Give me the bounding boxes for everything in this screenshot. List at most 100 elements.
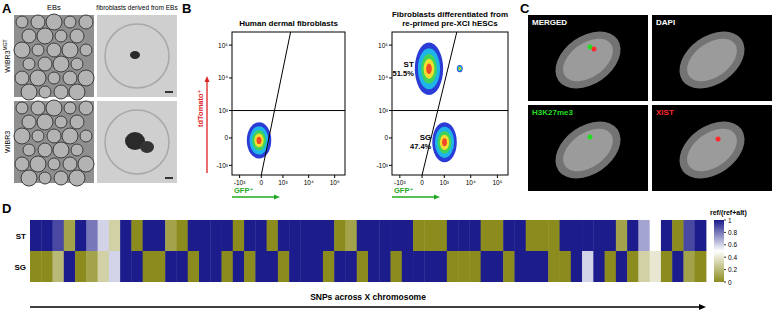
heatmap-cell <box>199 251 211 282</box>
heatmap-cell <box>154 251 166 282</box>
embryoid-body <box>71 58 83 70</box>
scale-bar <box>165 177 173 179</box>
density-contour <box>249 126 268 154</box>
embryoid-body <box>14 42 30 58</box>
heatmap-cell <box>605 220 617 251</box>
colorbar-tick <box>724 282 726 283</box>
heatmap-cell <box>41 251 53 282</box>
xist-focus <box>592 47 597 52</box>
embryoid-body <box>70 115 84 129</box>
density-contour <box>424 59 435 79</box>
heatmap-cell <box>458 220 470 251</box>
heatmap-cell <box>75 220 87 251</box>
heatmap-cell <box>548 251 560 282</box>
heatmap-cell <box>53 220 65 251</box>
heatmap-cell <box>30 220 42 251</box>
heatmap-cell <box>154 220 166 251</box>
y-tick-label: 10⁵ <box>378 42 388 49</box>
gate-line <box>261 32 290 175</box>
heatmap-cell <box>537 220 549 251</box>
x-tick-label: 10⁴ <box>466 179 476 186</box>
heatmap-cell <box>379 251 391 282</box>
heatmap-cell <box>357 220 369 251</box>
nucleus <box>545 20 632 101</box>
heatmap-cell <box>300 220 312 251</box>
heatmap-cell <box>458 251 470 282</box>
density-contour <box>257 137 262 144</box>
density-contour <box>426 64 432 75</box>
heatmap-cell <box>345 220 357 251</box>
density-contour <box>438 131 452 153</box>
colorbar-label: ref/(ref+alt) <box>710 209 747 217</box>
x-tick-label: 10⁵ <box>330 179 340 186</box>
heatmap-cell <box>312 251 324 282</box>
embryoid-body <box>64 102 76 114</box>
x-tick <box>497 175 498 178</box>
heatmap-cell <box>616 251 628 282</box>
heatmap-cell <box>402 220 414 251</box>
heatmap-cell <box>593 220 605 251</box>
heatmap-cell <box>469 220 481 251</box>
y-axis-arrow <box>206 80 207 173</box>
x-axis-label: GFP⁺ <box>234 186 253 195</box>
heatmap-cell <box>492 220 504 251</box>
panel-label: C <box>520 1 530 16</box>
population-name: SG <box>420 133 432 142</box>
y-tick-label: -10³ <box>216 162 228 169</box>
y-tick <box>389 165 392 166</box>
colorbar-tick-label: 1 <box>728 217 732 224</box>
y-tick <box>389 77 392 78</box>
nucleus <box>669 20 756 101</box>
y-tick <box>229 110 232 111</box>
channel-label: XIST <box>656 108 674 117</box>
embryoid-body <box>23 58 35 70</box>
heatmap-cell <box>436 251 448 282</box>
heatmap-cell <box>560 251 572 282</box>
gate-line <box>392 110 508 111</box>
embryoid-body <box>46 100 62 116</box>
colorbar-tick-label: 0.4 <box>728 254 737 261</box>
colorbar-tick-label: 0 <box>728 279 732 286</box>
heatmap-cell <box>86 251 98 282</box>
heatmap-cell <box>233 251 245 282</box>
density-contour <box>459 68 460 69</box>
y-tick-label: 0 <box>224 134 228 141</box>
heatmap-cell <box>537 251 549 282</box>
heatmap-cell <box>323 251 335 282</box>
embryoid-body <box>15 71 29 85</box>
heatmap-cell <box>593 251 605 282</box>
embryoid-body <box>32 130 44 142</box>
x-tick-label: 0 <box>420 179 424 186</box>
heatmap-cell <box>571 251 583 282</box>
population-label: SG47.4% <box>410 133 432 151</box>
x-axis-arrow <box>232 196 276 197</box>
x-axis-arrow <box>392 196 436 197</box>
heatmap-cell <box>627 251 639 282</box>
embryoid-body <box>37 114 53 130</box>
embryoid-body <box>79 101 93 115</box>
y-tick <box>229 77 232 78</box>
row-label: WIBR3 <box>4 131 11 153</box>
heatmap-cell <box>560 220 572 251</box>
embryoid-body <box>23 144 35 156</box>
heatmap-cell <box>357 251 369 282</box>
heatmap-cell <box>312 220 324 251</box>
embryoid-body <box>22 115 36 129</box>
density-contour <box>252 130 266 150</box>
y-tick <box>389 110 392 111</box>
y-tick-label: 10⁴ <box>218 74 228 81</box>
micrograph <box>652 15 772 101</box>
heatmap-cell <box>571 220 583 251</box>
population <box>247 122 271 158</box>
x-axis-label: SNPs across X chromosome <box>310 292 426 302</box>
heatmap-cell <box>672 220 684 251</box>
embryoid-body <box>31 15 45 29</box>
population <box>415 42 443 95</box>
y-tick-label: 10⁵ <box>218 42 228 49</box>
density-contour <box>435 127 454 158</box>
row-label: WIBR3MGT <box>2 39 11 72</box>
plot-area <box>392 32 508 175</box>
embryoid-body <box>47 43 61 57</box>
embryoid-body <box>37 28 53 44</box>
x-axis-arrowhead <box>699 304 706 310</box>
